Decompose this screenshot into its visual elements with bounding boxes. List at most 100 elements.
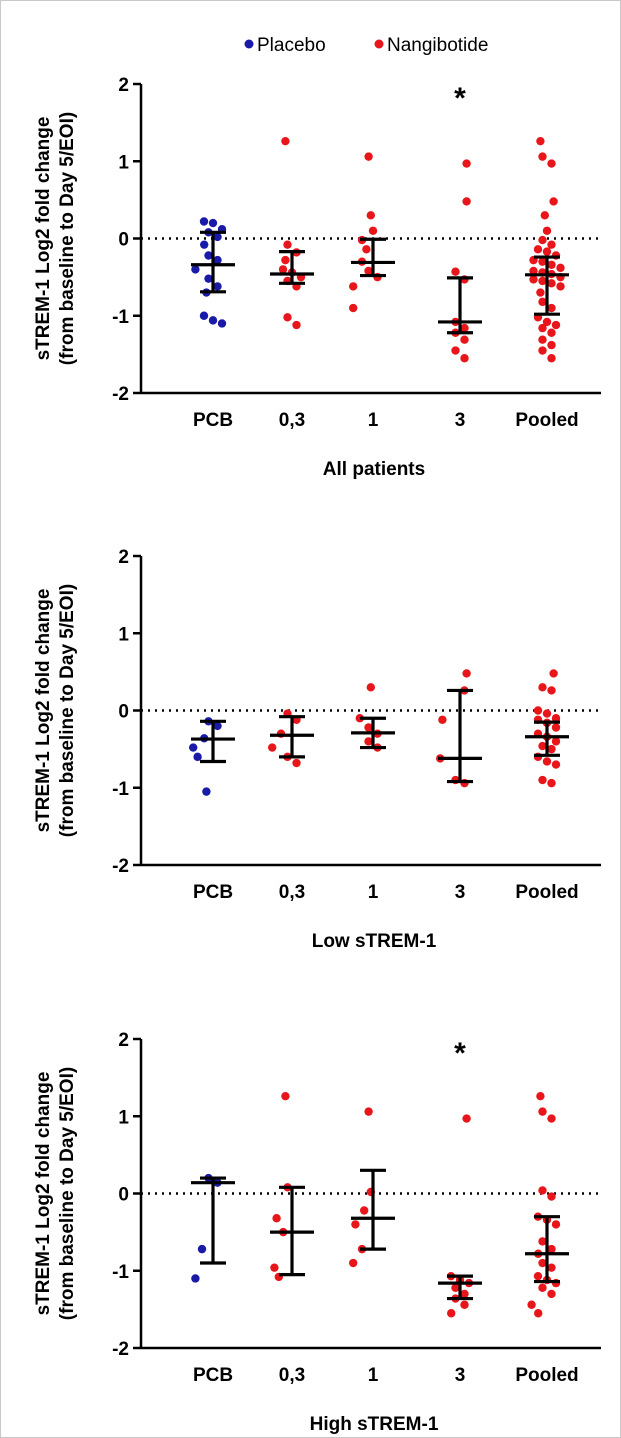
panel-title: Low sTREM-1 [312,931,437,952]
data-point [451,267,460,276]
x-tick-label-pcb: PCB [193,1365,233,1386]
x-tick-label-0-3: 0,3 [279,1365,305,1386]
data-point [547,279,556,288]
data-point [542,709,552,718]
data-point [362,245,371,254]
data-point [197,1244,207,1254]
data-point [547,1263,556,1272]
data-point [547,303,556,313]
y-axis-label-line-2: (from baseline to Day 5/EOI) [57,1067,78,1320]
y-tick-label: 0 [118,230,129,251]
group-1 [349,1107,395,1268]
data-point [292,320,301,330]
data-point [364,152,373,161]
data-point [199,217,209,226]
data-point [527,1300,536,1309]
x-tick-label-3: 3 [455,1365,466,1386]
data-point [538,235,547,245]
data-point [538,323,547,333]
data-point [364,1107,373,1116]
y-axis-label-line-1: sTREM-1 Log2 fold change [33,117,54,361]
data-point [278,265,288,274]
x-tick-label-pooled: Pooled [515,410,578,431]
data-point [547,1244,556,1254]
data-point [538,1258,547,1268]
y-tick-label: -2 [112,384,129,405]
data-point [551,723,561,732]
group-0-3 [268,709,314,768]
data-point [460,1300,469,1309]
group-pooled [525,136,569,363]
data-point [547,686,556,695]
y-tick-label: 0 [118,1185,129,1206]
group-1 [349,152,395,313]
data-point [538,775,547,785]
data-point [368,226,378,235]
panel-high-strem-1: 2 1 0 -1 -2 sTREM-1 Log2 fold change (from bas… [33,1030,601,1435]
data-point [538,683,547,692]
data-point [556,263,565,273]
y-tick-label: 2 [118,547,129,568]
data-point [534,1309,543,1318]
group-pooled [525,669,569,788]
y-tick-label: 2 [118,1030,129,1051]
group-3 [436,669,482,788]
data-point [538,1283,547,1292]
data-point [533,245,543,254]
y-tick-label: 1 [118,1107,129,1128]
x-tick-label-3: 3 [455,410,466,431]
data-point [462,159,471,168]
group-pcb [191,217,235,328]
data-point [533,706,543,715]
data-point [547,340,556,350]
data-point [460,323,469,333]
data-point [217,319,227,328]
data-point [538,1186,547,1195]
significance-marker: * [454,1037,466,1070]
x-tick-label-pcb: PCB [193,410,233,431]
panel-low-strem-1: 2 1 0 -1 -2 sTREM-1 Log2 fold change (from bas… [33,547,601,952]
data-point [189,743,198,752]
y-tick-label: 2 [118,75,129,96]
legend-label-nangibotide: Nangibotide [387,35,488,56]
data-point [451,346,460,355]
data-point [193,752,202,762]
x-tick-label-pooled: Pooled [515,1365,578,1386]
data-point [542,247,552,256]
data-point [462,1114,471,1123]
significance-marker: * [454,82,466,115]
data-point [213,255,222,265]
data-point [355,714,364,723]
data-point [536,136,545,146]
data-point [349,282,358,291]
data-point [447,1309,456,1318]
data-point [538,297,547,307]
data-point [538,257,547,266]
legend-marker-nangibotide [374,39,384,49]
data-point [364,266,373,276]
group-pcb [189,717,235,796]
data-point [292,758,301,768]
data-point [364,723,373,732]
data-point [538,335,547,344]
panel-title: All patients [323,459,425,480]
data-point [538,1237,547,1246]
legend-label-placebo: Placebo [257,35,326,56]
data-point [551,737,561,746]
x-tick-label-1: 1 [368,1365,379,1386]
data-point [536,1091,545,1101]
legend-marker-placebo [244,39,254,49]
data-point [191,265,200,274]
data-point [533,1271,543,1281]
data-point [208,316,218,325]
data-point [283,313,292,322]
x-tick-label-3: 3 [455,882,466,903]
group-pcb [191,1173,235,1283]
data-point [547,744,556,754]
data-point [549,197,558,206]
data-point [281,255,290,265]
data-point [536,288,545,297]
data-point [538,346,547,355]
data-point [268,743,277,752]
